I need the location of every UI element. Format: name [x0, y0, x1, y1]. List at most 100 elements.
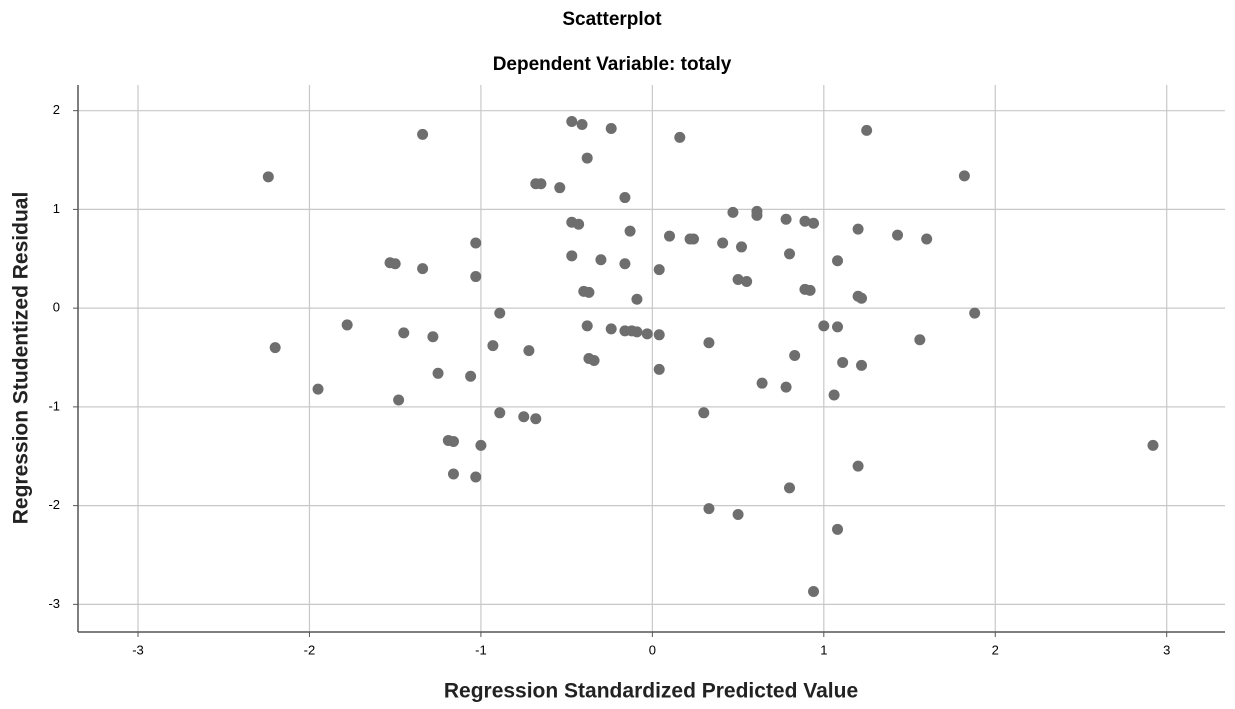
point [535, 178, 547, 190]
point [398, 327, 410, 339]
point [703, 337, 715, 349]
point [861, 124, 873, 136]
point [732, 509, 744, 521]
point [852, 460, 864, 472]
point [688, 233, 700, 245]
point [631, 293, 643, 305]
point [389, 258, 401, 270]
point [494, 307, 506, 319]
x-tick-label: 0 [649, 642, 656, 657]
point [447, 435, 459, 447]
point [921, 233, 933, 245]
point [664, 230, 676, 242]
point [780, 213, 792, 225]
chart-title: Scatterplot [562, 9, 662, 30]
point [554, 182, 566, 194]
point [641, 328, 653, 340]
point [741, 275, 753, 287]
point [832, 523, 844, 535]
point [427, 331, 439, 343]
y-tick-label: 2 [53, 102, 60, 117]
point [470, 237, 482, 249]
x-axis-title: Regression Standardized Predicted Value [444, 680, 858, 703]
point [530, 413, 542, 425]
point [312, 383, 324, 395]
point [605, 122, 617, 134]
point [732, 274, 744, 286]
x-tick-label: 2 [992, 642, 999, 657]
point [432, 367, 444, 379]
y-tick-label: -3 [48, 596, 60, 611]
x-tick-label: 1 [820, 642, 827, 657]
point [856, 292, 868, 304]
point [808, 217, 820, 229]
x-tick-label: -3 [132, 642, 144, 657]
point [832, 321, 844, 333]
point [573, 218, 585, 230]
point [470, 471, 482, 483]
point [818, 320, 830, 332]
point [914, 334, 926, 346]
point [703, 503, 715, 515]
point [470, 271, 482, 283]
point [447, 468, 459, 480]
point [583, 286, 595, 298]
point [832, 255, 844, 267]
y-tick-label: 1 [53, 201, 60, 216]
point [674, 131, 686, 143]
point [780, 381, 792, 393]
point [717, 237, 729, 249]
point [828, 389, 840, 401]
point [262, 171, 274, 183]
point [566, 116, 578, 128]
point [487, 340, 499, 352]
point [799, 215, 811, 227]
point [958, 170, 970, 182]
point [518, 411, 530, 423]
point [605, 323, 617, 335]
point [581, 320, 593, 332]
point [784, 248, 796, 260]
point [969, 307, 981, 319]
point [523, 345, 535, 357]
point [653, 329, 665, 341]
y-tick-label: -2 [48, 497, 60, 512]
point [804, 284, 816, 296]
point [808, 586, 820, 598]
point [789, 350, 801, 362]
point [581, 152, 593, 164]
point [619, 192, 631, 204]
x-tick-label: 3 [1163, 642, 1170, 657]
x-tick-label: -2 [304, 642, 316, 657]
point [698, 407, 710, 419]
point [892, 229, 904, 241]
chart-subtitle: Dependent Variable: totaly [493, 54, 732, 75]
point [852, 223, 864, 235]
point [624, 225, 636, 237]
point [784, 482, 796, 494]
point [475, 439, 487, 451]
point [494, 407, 506, 419]
point [269, 342, 281, 354]
x-tick-label: -1 [475, 642, 487, 657]
point [653, 363, 665, 375]
point [566, 250, 578, 262]
y-tick-label: 0 [53, 300, 60, 315]
point [631, 326, 643, 338]
point [736, 241, 748, 253]
point [1147, 439, 1159, 451]
point [751, 205, 763, 217]
point [417, 263, 429, 275]
point [417, 128, 429, 140]
point [393, 394, 405, 406]
point [856, 359, 868, 371]
y-axis-title: Regression Studentized Residual [10, 192, 33, 525]
point [341, 319, 353, 331]
point [595, 254, 607, 266]
point [837, 356, 849, 368]
point [727, 206, 739, 218]
y-tick-label: -1 [48, 398, 60, 413]
point [619, 258, 631, 270]
point [756, 377, 768, 389]
